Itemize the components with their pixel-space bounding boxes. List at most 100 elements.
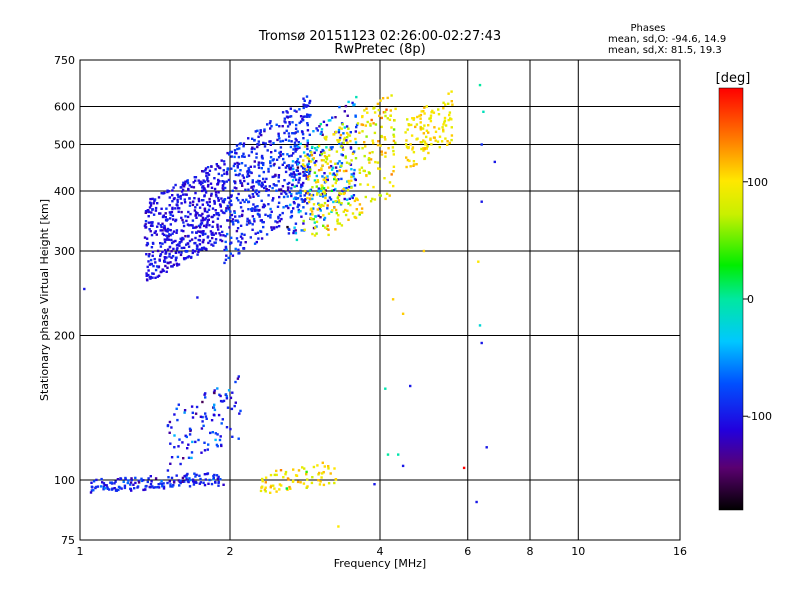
data-point xyxy=(183,409,187,412)
data-point xyxy=(434,139,437,142)
data-point xyxy=(269,160,272,163)
data-point xyxy=(224,234,227,238)
data-point xyxy=(447,102,450,105)
data-point xyxy=(319,209,322,212)
data-point xyxy=(223,182,226,185)
data-point xyxy=(312,465,316,469)
data-point xyxy=(438,146,441,149)
data-point xyxy=(203,180,207,183)
data-point xyxy=(234,401,237,404)
data-point xyxy=(380,150,383,153)
data-point xyxy=(320,167,323,170)
x-tick-label: 1 xyxy=(77,545,84,558)
data-point xyxy=(306,175,310,178)
data-point xyxy=(123,486,127,490)
data-point xyxy=(326,204,329,207)
data-point xyxy=(145,237,149,240)
data-point xyxy=(236,227,240,230)
data-point xyxy=(320,192,324,196)
data-point xyxy=(266,123,269,126)
data-point xyxy=(419,121,422,124)
data-point xyxy=(349,203,352,207)
data-point xyxy=(216,217,220,220)
data-point xyxy=(448,111,452,114)
data-point xyxy=(319,150,323,154)
data-point xyxy=(191,224,194,227)
data-point xyxy=(207,173,211,176)
data-point xyxy=(230,167,233,170)
data-point xyxy=(147,260,150,263)
data-point xyxy=(277,215,280,219)
data-point xyxy=(363,141,366,144)
data-point xyxy=(191,416,195,419)
data-point xyxy=(326,207,329,210)
data-point xyxy=(256,145,259,149)
data-point xyxy=(294,131,298,134)
data-point xyxy=(217,191,220,194)
data-point xyxy=(227,208,231,211)
data-point xyxy=(165,207,168,210)
data-point xyxy=(341,146,344,149)
data-point xyxy=(225,426,229,429)
x-axis-label: Frequency [MHz] xyxy=(334,557,426,570)
data-point xyxy=(210,192,213,196)
data-point xyxy=(129,488,132,491)
data-point xyxy=(299,481,302,484)
data-point xyxy=(213,177,216,180)
data-point xyxy=(185,476,188,479)
data-point xyxy=(149,277,152,280)
data-point xyxy=(251,179,254,182)
data-point xyxy=(182,229,185,233)
data-point xyxy=(211,233,214,236)
data-point xyxy=(215,443,219,447)
data-point xyxy=(186,215,190,219)
data-point xyxy=(354,114,357,117)
data-point xyxy=(412,117,416,120)
data-point xyxy=(303,467,306,470)
data-point xyxy=(337,128,341,132)
data-point xyxy=(207,241,210,245)
data-point xyxy=(246,170,249,173)
data-point xyxy=(231,254,235,257)
data-point xyxy=(238,215,241,218)
data-point xyxy=(252,217,256,221)
data-point xyxy=(358,213,361,216)
data-point xyxy=(203,483,207,487)
data-point xyxy=(206,166,210,169)
data-point xyxy=(211,431,214,434)
data-point xyxy=(286,188,290,192)
data-point xyxy=(164,264,167,268)
data-point xyxy=(283,117,286,120)
data-point xyxy=(366,183,370,186)
data-point xyxy=(344,104,348,108)
data-point xyxy=(265,188,268,191)
data-point xyxy=(269,216,272,219)
data-point xyxy=(194,236,197,240)
data-point xyxy=(441,126,444,129)
data-point xyxy=(181,184,184,187)
data-point xyxy=(254,232,257,235)
data-point xyxy=(444,124,448,127)
data-point xyxy=(443,121,446,124)
data-point xyxy=(245,223,249,226)
data-point xyxy=(320,130,323,134)
data-point xyxy=(406,118,409,121)
data-point xyxy=(384,151,387,155)
data-point xyxy=(213,187,217,191)
data-point xyxy=(372,122,375,125)
data-point xyxy=(264,476,268,479)
data-point xyxy=(312,207,315,210)
data-point xyxy=(247,154,251,157)
data-point xyxy=(109,481,112,484)
data-point xyxy=(179,197,182,200)
data-point xyxy=(353,199,357,203)
data-point xyxy=(312,157,315,160)
data-point xyxy=(257,135,260,138)
data-point xyxy=(272,197,275,200)
data-point xyxy=(284,121,287,124)
data-point xyxy=(442,123,445,126)
data-point xyxy=(311,217,314,221)
data-point xyxy=(223,172,226,175)
data-point xyxy=(185,435,188,439)
data-point xyxy=(169,485,172,488)
